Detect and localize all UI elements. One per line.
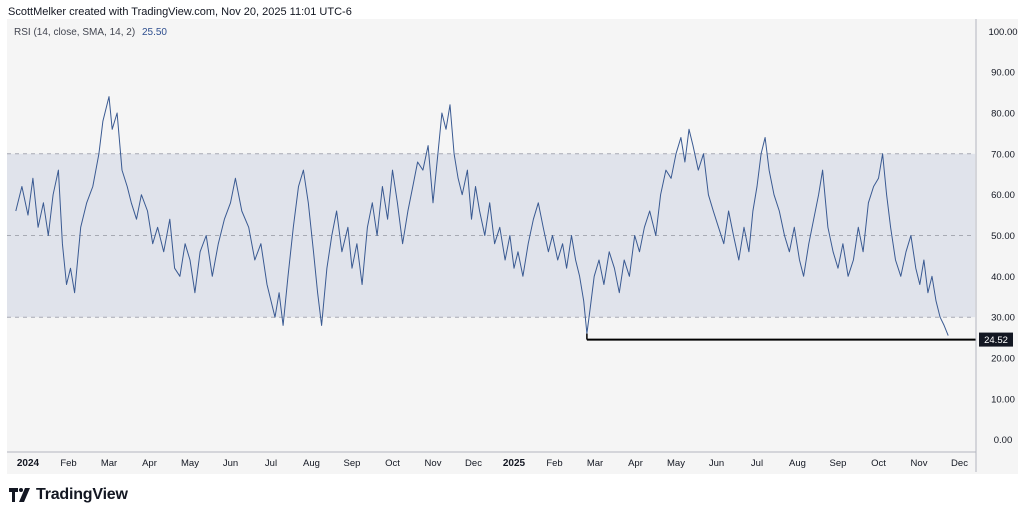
tradingview-logo: TradingView — [9, 486, 128, 504]
indicator-value: 25.50 — [141, 27, 167, 38]
rsi-line — [15, 96, 949, 336]
indicator-legend[interactable]: RSI (14, close, SMA, 14, 2) 25.50 — [14, 27, 167, 38]
x-tick-label: Jul — [751, 458, 763, 469]
x-tick-label: Dec — [465, 458, 482, 469]
y-tick-label: 20.00 — [991, 354, 1015, 365]
tradingview-wordmark: TradingView — [36, 486, 128, 503]
y-tick-label: 50.00 — [991, 231, 1015, 242]
x-tick-label: Apr — [628, 458, 643, 469]
x-tick-label: Jun — [709, 458, 724, 469]
x-tick-label: Aug — [303, 458, 320, 469]
x-tick-label: Jun — [223, 458, 238, 469]
chart-attribution: ScottMelker created with TradingView.com… — [8, 6, 352, 18]
x-tick-label: Oct — [385, 458, 400, 469]
x-tick-label: Nov — [911, 458, 928, 469]
y-tick-label: 100.00 — [988, 27, 1017, 38]
x-tick-label: May — [667, 458, 685, 469]
x-tick-label: Apr — [142, 458, 157, 469]
x-tick-label: Nov — [425, 458, 442, 469]
x-tick-label: Jul — [265, 458, 277, 469]
x-tick-label: Mar — [101, 458, 117, 469]
x-tick-label: 2024 — [17, 458, 40, 469]
tradingview-logo-icon — [9, 488, 30, 502]
x-tick-label: Dec — [951, 458, 968, 469]
x-tick-label: May — [181, 458, 199, 469]
x-tick-label: Oct — [871, 458, 886, 469]
y-tick-label: 80.00 — [991, 108, 1015, 119]
indicator-label: RSI (14, close, SMA, 14, 2) — [14, 27, 136, 38]
x-tick-label: Sep — [344, 458, 361, 469]
support-label: 24.52 — [984, 335, 1008, 346]
y-tick-label: 10.00 — [991, 394, 1015, 405]
support-label-box — [979, 332, 1013, 347]
x-tick-label: Feb — [546, 458, 562, 469]
x-tick-label: Sep — [830, 458, 847, 469]
x-tick-label: Mar — [587, 458, 603, 469]
y-tick-label: 30.00 — [991, 313, 1015, 324]
y-tick-label: 40.00 — [991, 272, 1015, 283]
x-tick-label: 2025 — [503, 458, 526, 469]
y-tick-label: 70.00 — [991, 149, 1015, 160]
y-tick-label: 60.00 — [991, 190, 1015, 201]
x-tick-label: Feb — [60, 458, 76, 469]
y-tick-label: 90.00 — [991, 68, 1015, 79]
x-tick-label: Aug — [789, 458, 806, 469]
y-tick-label: 0.00 — [994, 435, 1013, 446]
